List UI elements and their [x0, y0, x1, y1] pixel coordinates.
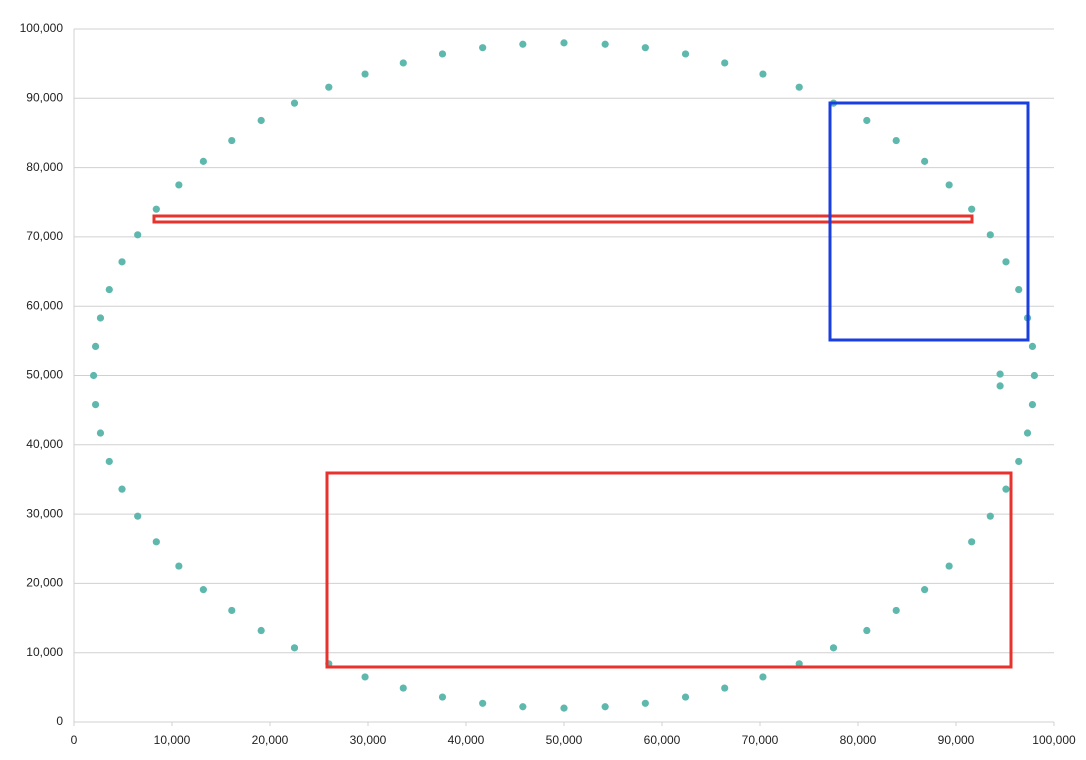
point [968, 205, 976, 213]
point [829, 644, 838, 652]
point [438, 693, 447, 701]
point [892, 136, 900, 145]
point [560, 704, 568, 712]
point [1002, 485, 1010, 493]
point [921, 157, 929, 165]
y-tick-label: 100,000 [20, 21, 64, 35]
point [519, 40, 527, 48]
point [759, 70, 767, 78]
point [96, 314, 105, 322]
point [290, 644, 299, 652]
point [438, 50, 447, 58]
highlight-box [152, 214, 974, 224]
points [90, 39, 1038, 712]
point [134, 231, 142, 239]
point [199, 586, 207, 594]
point [152, 205, 160, 213]
point [921, 586, 929, 594]
point [996, 370, 1004, 378]
point [1028, 342, 1037, 350]
y-tick-label: 0 [56, 714, 63, 728]
point [681, 693, 690, 701]
point [175, 181, 183, 189]
grid [73, 28, 1055, 726]
point [681, 50, 690, 58]
point [601, 703, 609, 711]
point [91, 342, 100, 350]
point [1030, 371, 1038, 380]
x-tick-label: 70,000 [742, 733, 779, 747]
point [721, 684, 729, 692]
point [479, 44, 487, 52]
point [1023, 429, 1032, 437]
point [1015, 285, 1023, 294]
y-tick-label: 60,000 [26, 298, 63, 312]
point [290, 99, 299, 107]
x-tick-label: 50,000 [546, 733, 583, 747]
y-tick-label: 40,000 [26, 437, 63, 451]
x-tick-label: 60,000 [644, 733, 681, 747]
point [1015, 457, 1023, 466]
point [479, 699, 487, 707]
x-tick-label: 100,000 [1032, 733, 1076, 747]
point [361, 70, 369, 78]
point [863, 116, 871, 125]
point [96, 429, 105, 437]
point [257, 116, 265, 125]
point [892, 606, 900, 615]
x-tick-label: 30,000 [350, 733, 387, 747]
point [641, 699, 649, 707]
point [199, 157, 207, 165]
y-tick-label: 80,000 [26, 160, 63, 174]
x-tick-label: 0 [71, 733, 78, 747]
point [152, 538, 160, 546]
x-tick-label: 80,000 [840, 733, 877, 747]
point [641, 44, 649, 52]
x-tick-label: 90,000 [938, 733, 975, 747]
y-tick-label: 20,000 [26, 576, 63, 590]
point [361, 673, 369, 681]
point [325, 83, 333, 91]
point [228, 136, 236, 145]
point [1028, 401, 1037, 409]
highlight-box [325, 471, 1013, 669]
point [105, 457, 113, 466]
point [228, 606, 236, 615]
point [175, 562, 183, 570]
point [601, 40, 609, 48]
y-tick-label: 10,000 [26, 645, 63, 659]
point [118, 258, 126, 266]
point [945, 181, 953, 189]
point [519, 703, 527, 711]
y-tick-label: 30,000 [26, 506, 63, 520]
point [996, 382, 1004, 390]
x-tick-label: 20,000 [252, 733, 289, 747]
y-tick-label: 70,000 [26, 229, 63, 243]
point [90, 371, 98, 380]
x-tick-label: 40,000 [448, 733, 485, 747]
point [560, 39, 568, 47]
point [795, 83, 803, 91]
point [986, 231, 994, 239]
point [399, 684, 407, 692]
point [399, 59, 407, 67]
point [91, 401, 100, 409]
point [118, 485, 126, 493]
point [945, 562, 953, 570]
point [105, 285, 113, 294]
x-tick-label: 10,000 [154, 733, 191, 747]
point [134, 512, 142, 520]
y-tick-label: 50,000 [26, 368, 63, 382]
point [863, 626, 871, 635]
point [1002, 258, 1010, 266]
y-tick-label: 90,000 [26, 90, 63, 104]
point [986, 512, 994, 520]
point [759, 673, 767, 681]
point [968, 538, 976, 546]
point [257, 626, 265, 635]
highlight-box [828, 101, 1030, 342]
point [721, 59, 729, 67]
